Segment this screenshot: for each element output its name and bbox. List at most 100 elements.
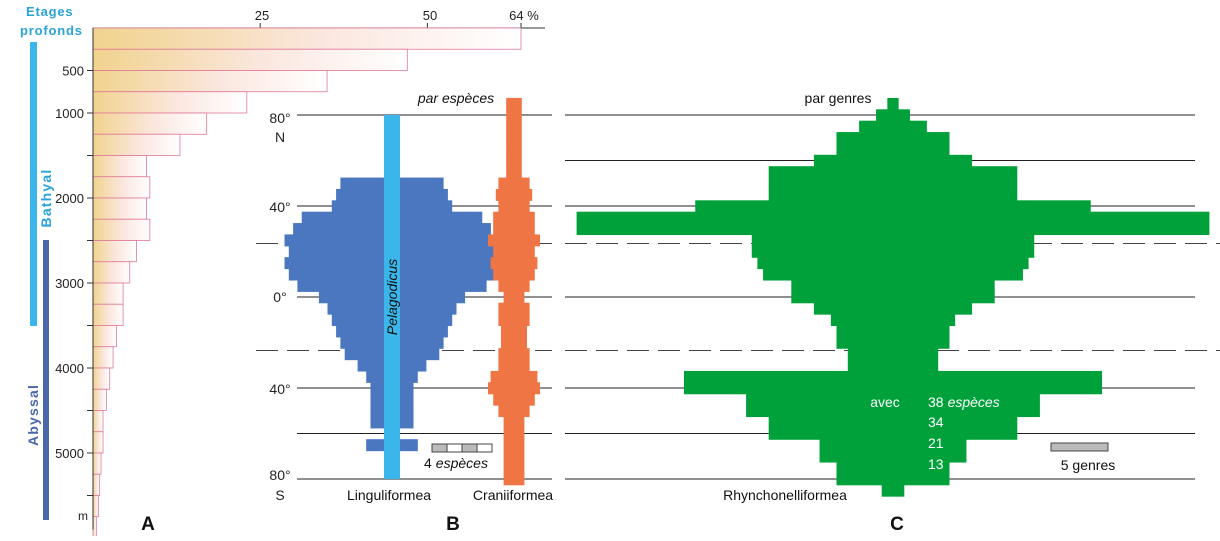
panel-b-title: par espèces [417, 90, 494, 106]
depth-unit-label: m [78, 509, 88, 523]
depth-tick-label: 500 [62, 64, 84, 79]
craniiformea-bar [493, 268, 535, 281]
axis-label-25: 25 [255, 8, 269, 23]
rhynchonelliformea-bar [763, 268, 1023, 281]
craniiformea-bar [490, 257, 538, 270]
depth-bar [92, 346, 114, 369]
lat-label-south-40: 40° [269, 381, 290, 397]
lat-label-s: S [275, 487, 284, 503]
rhynchonelliformea-bar [791, 291, 995, 304]
group-label-craniiformea: Craniiformea [473, 487, 553, 503]
lat-label-north-40: 40° [269, 199, 290, 215]
rhynchonelliformea-bar [819, 439, 967, 452]
rhynchonelliformea-bar [695, 200, 1091, 213]
craniiformea-bar [498, 348, 530, 361]
rhynchonelliformea-bar [576, 211, 1210, 224]
depth-bar [92, 70, 328, 93]
depth-bar [92, 303, 124, 326]
craniiformea-bar [490, 370, 538, 383]
rhynchonelliformea-bar [836, 336, 950, 349]
scale-label-word: espèces [436, 455, 488, 471]
depth-bar [92, 176, 151, 199]
depth-bar [92, 388, 107, 411]
craniiformea-bar [506, 120, 522, 133]
craniiformea-bar [498, 177, 530, 190]
rhynchonelliformea-bar [813, 154, 973, 167]
panel-c-title: par genres [805, 90, 872, 106]
lat-label-north-80: 80° [269, 110, 290, 126]
panel-label-c: C [890, 514, 904, 535]
annotation-avec: avec [870, 394, 900, 410]
craniiformea-bar [503, 416, 525, 429]
craniiformea-bar [503, 450, 525, 463]
scale-bar-c [1050, 442, 1109, 452]
depth-bar [92, 516, 97, 539]
craniiformea-bar [498, 302, 530, 315]
annotation-especes-word: espèces [948, 394, 1000, 410]
craniiformea-bar [503, 461, 525, 474]
lat-label-n: N [275, 129, 285, 145]
annotation-count-13: 13 [928, 456, 944, 472]
scale-label-5-genres: 5 genres [1061, 457, 1115, 473]
axis-label-50: 50 [423, 8, 437, 23]
depth-bar [92, 27, 522, 50]
depth-bar [92, 218, 151, 241]
craniiformea-bar [501, 325, 527, 338]
rhynchonelliformea-bar [768, 177, 1018, 190]
craniiformea-bar [498, 314, 530, 327]
rhynchonelliformea-bar [768, 427, 1018, 440]
craniiformea-bar [498, 405, 530, 418]
craniiformea-bar [488, 234, 540, 247]
scale-label-4-especes: 4 espèces [424, 455, 488, 471]
rhynchonelliformea-bar [847, 359, 939, 372]
zone-bathyal-label: Bathyal [38, 169, 54, 228]
rhynchonelliformea-bar [836, 473, 950, 486]
rhynchonelliformea-bar [576, 223, 1210, 236]
scale-segment-b [431, 443, 448, 453]
rhynchonelliformea-bar [830, 314, 956, 327]
pelagodicus-label: Pelagodicus [384, 259, 400, 335]
rhynchonelliformea-bar [881, 484, 905, 497]
craniiformea-bar [493, 211, 535, 224]
craniiformea-bar [503, 291, 525, 304]
depth-bar [92, 495, 99, 518]
rhynchonelliformea-bar [813, 302, 973, 315]
depth-bar [92, 261, 131, 284]
depth-tick-label: 2000 [55, 191, 84, 206]
rhynchonelliformea-bar [819, 450, 967, 463]
rhynchonelliformea-bar [768, 416, 1018, 429]
rhynchonelliformea-bar [887, 97, 899, 110]
zone-bar-bathyal [30, 42, 37, 326]
craniiformea-bar [493, 393, 535, 406]
rhynchonelliformea-bar [791, 279, 995, 292]
depth-bar [92, 452, 102, 475]
depth-tick-label: 4000 [55, 361, 84, 376]
craniiformea-bar [506, 97, 522, 110]
panel-a-header-1: Etages [26, 4, 73, 19]
rhynchonelliformea-bar [768, 166, 1018, 179]
craniiformea-bar [506, 166, 522, 179]
depth-bar [92, 197, 147, 220]
rhynchonelliformea-bar [836, 461, 950, 474]
craniiformea-bar [506, 109, 522, 122]
zone-abyssal-label: Abyssal [25, 384, 41, 446]
panel-a-header-2: profonds [20, 23, 83, 38]
depth-bar [92, 431, 104, 454]
scale-segment-b [461, 443, 478, 453]
annotation-count-38: 38 espèces [928, 394, 1000, 410]
craniiformea-bar [503, 427, 525, 440]
group-label-rhynchonelliformea: Rhynchonelliformea [723, 487, 847, 503]
depth-bar [92, 473, 101, 496]
zone-bar-abyssal [43, 240, 49, 520]
depth-bar [92, 155, 147, 178]
rhynchonelliformea-bar [683, 370, 1103, 383]
depth-tick-label: 1000 [55, 106, 84, 121]
craniiformea-bar [506, 143, 522, 156]
depth-bar [92, 410, 104, 433]
rhynchonelliformea-bar [768, 188, 1018, 201]
rhynchonelliformea-bar [836, 132, 950, 145]
craniiformea-bar [503, 439, 525, 452]
rhynchonelliformea-bar [746, 405, 1040, 418]
craniiformea-bar [495, 188, 533, 201]
